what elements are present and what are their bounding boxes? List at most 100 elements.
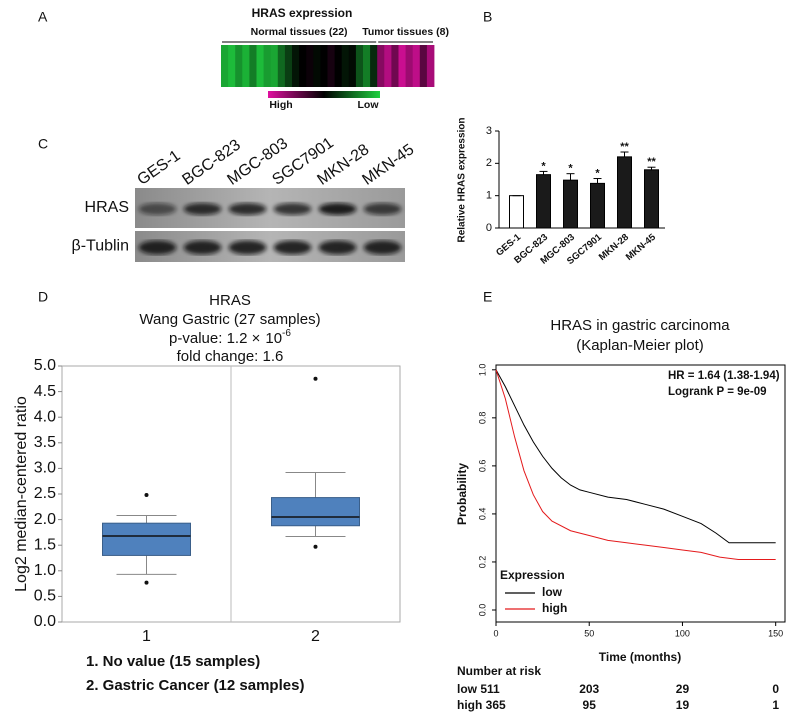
- significance: *: [595, 167, 600, 179]
- risk-count: 29: [676, 682, 690, 696]
- bar: [536, 174, 551, 229]
- blot-band: [363, 240, 402, 255]
- survival-curve: [495, 369, 776, 544]
- y-tick-label: 1.5: [34, 536, 56, 553]
- blot-strip: [135, 188, 405, 228]
- heatmap-cell: [405, 45, 414, 87]
- y-tick-label: 3.5: [34, 434, 56, 451]
- panel-label: C: [38, 136, 48, 152]
- blot-band: [273, 240, 312, 255]
- y-tick-label: 0.6: [477, 460, 487, 473]
- lane-label: GES-1: [134, 147, 183, 189]
- heatmap-cell: [334, 45, 343, 87]
- outlier: [144, 580, 149, 585]
- blot-band: [138, 203, 177, 215]
- blot-strip: [135, 231, 405, 262]
- legend-title: Expression: [500, 568, 565, 582]
- heatmap-cell: [242, 45, 250, 87]
- annotation: Logrank P = 9e-09: [668, 386, 767, 398]
- heatmap-cell: [370, 45, 378, 87]
- heatmap-cell: [391, 45, 399, 87]
- heatmap-cell: [327, 45, 335, 87]
- x-tick-label: 1: [142, 628, 151, 645]
- heatmap-cell: [256, 45, 264, 87]
- heatmap-cell: [355, 45, 364, 87]
- blot-band: [228, 203, 267, 215]
- heatmap-cell: [284, 45, 293, 87]
- outlier: [313, 376, 318, 381]
- y-tick-label: 0.0: [34, 613, 56, 630]
- p-value: p-value: 1.2 × 10-6: [169, 328, 291, 347]
- blot-band: [363, 203, 402, 215]
- p-value-text: p-value: 1.2 ×: [169, 330, 260, 347]
- panel-label: D: [38, 289, 48, 305]
- box: [102, 522, 191, 556]
- risk-table-title: Number at risk: [457, 664, 541, 678]
- annotation: HR = 1.64 (1.38-1.94): [668, 370, 780, 382]
- x-tick-label: 2: [311, 628, 320, 645]
- heatmap-cell: [363, 45, 371, 87]
- panel-label: E: [483, 289, 492, 305]
- heatmap-cell: [270, 45, 279, 87]
- chart-title: (Kaplan-Meier plot): [576, 337, 704, 354]
- chart-title: Wang Gastric (27 samples): [139, 311, 320, 328]
- risk-count: 95: [583, 698, 597, 712]
- blot-band: [273, 203, 312, 215]
- y-axis-label: Probability: [455, 463, 469, 525]
- y-tick-label: 4.0: [34, 408, 56, 425]
- blot-band: [183, 240, 222, 255]
- box: [271, 497, 360, 527]
- heatmap-cell: [426, 45, 435, 87]
- heatmap-cell: [299, 45, 307, 87]
- y-tick-label: 2: [486, 157, 492, 169]
- colorbar-label: Low: [358, 99, 380, 111]
- lane-label: MKN-45: [359, 141, 417, 189]
- significance: *: [541, 160, 546, 172]
- heatmap-cell: [313, 45, 321, 87]
- y-tick-label: 0.5: [34, 588, 56, 605]
- group-label: Normal tissues (22): [251, 26, 348, 38]
- panel-label: A: [38, 9, 48, 25]
- significance: **: [647, 156, 656, 168]
- heatmap-cell: [341, 45, 350, 87]
- chart-title: HRAS in gastric carcinoma: [550, 317, 730, 334]
- y-axis-label: Relative HRAS expression: [457, 117, 468, 242]
- colorbar: [268, 91, 380, 98]
- heatmap-title: HRAS expression: [252, 6, 353, 20]
- heatmap-cell: [235, 45, 243, 87]
- y-tick-label: 0.2: [477, 556, 487, 569]
- y-tick-label: 1: [486, 190, 492, 202]
- risk-count: 19: [676, 698, 690, 712]
- bar: [644, 169, 659, 229]
- heatmap-cell: [306, 45, 314, 87]
- heatmap-cell: [412, 45, 421, 87]
- heatmap-cell: [320, 45, 328, 87]
- heatmap-cell: [228, 45, 236, 87]
- y-tick-label: 0.4: [477, 508, 487, 521]
- p-value-exponent: -6: [282, 328, 291, 339]
- panel-label: B: [483, 9, 492, 25]
- x-tick-label: 150: [768, 628, 783, 638]
- heatmap-cell: [277, 45, 286, 87]
- note: 1. No value (15 samples): [86, 653, 260, 670]
- significance: *: [568, 163, 573, 175]
- y-tick-label: 3.0: [34, 460, 56, 477]
- heatmap-cell: [292, 45, 300, 87]
- significance: **: [620, 141, 629, 153]
- bar: [563, 179, 578, 229]
- x-axis-label: Time (months): [599, 650, 681, 664]
- outlier: [144, 493, 149, 498]
- p-value-base: 10: [265, 330, 282, 347]
- legend-label: low: [542, 585, 563, 599]
- y-tick-label: 1.0: [477, 364, 487, 377]
- heatmap-cell: [348, 45, 357, 87]
- plot-frame: [495, 364, 786, 623]
- y-tick-label: 0: [486, 222, 492, 234]
- blot-band: [228, 240, 267, 255]
- colorbar-label: High: [269, 99, 292, 111]
- risk-count: 1: [772, 698, 779, 712]
- y-tick-label: 0.8: [477, 412, 487, 425]
- outlier: [313, 544, 318, 549]
- heatmap-cell: [384, 45, 392, 87]
